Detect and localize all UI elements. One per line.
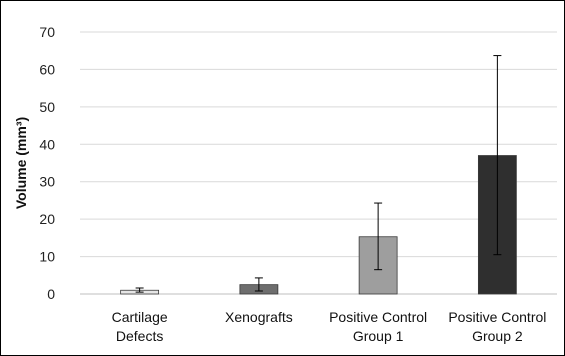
category-label: Defects — [116, 328, 163, 344]
category-label: Xenografts — [225, 309, 293, 325]
category-label: Group 1 — [353, 328, 404, 344]
category-labels: Cartilage Defects Xenografts Positive Contr… — [112, 309, 547, 344]
category-label: Positive Control — [448, 309, 546, 325]
category-label: Cartilage — [112, 309, 168, 325]
category-label: Group 2 — [472, 328, 523, 344]
y-tick-label: 0 — [47, 286, 55, 302]
error-bar — [493, 55, 502, 256]
y-axis-label: Volume (mm³) — [13, 117, 29, 209]
error-bar — [135, 287, 144, 293]
y-tick-label: 60 — [39, 61, 55, 77]
gridlines — [80, 31, 557, 295]
error-bars — [135, 55, 502, 293]
y-tick-label: 20 — [39, 211, 55, 227]
y-tick-label: 40 — [39, 136, 55, 152]
category-label: Positive Control — [329, 309, 427, 325]
error-bar — [374, 202, 383, 271]
error-bar — [254, 277, 263, 292]
y-tick-label: 70 — [39, 24, 55, 40]
y-tick-label: 50 — [39, 99, 55, 115]
y-tick-label: 10 — [39, 249, 55, 265]
bars — [120, 155, 517, 295]
y-tick-label: 30 — [39, 174, 55, 190]
y-tick-labels: 0 10 20 30 40 50 60 70 — [39, 24, 55, 302]
